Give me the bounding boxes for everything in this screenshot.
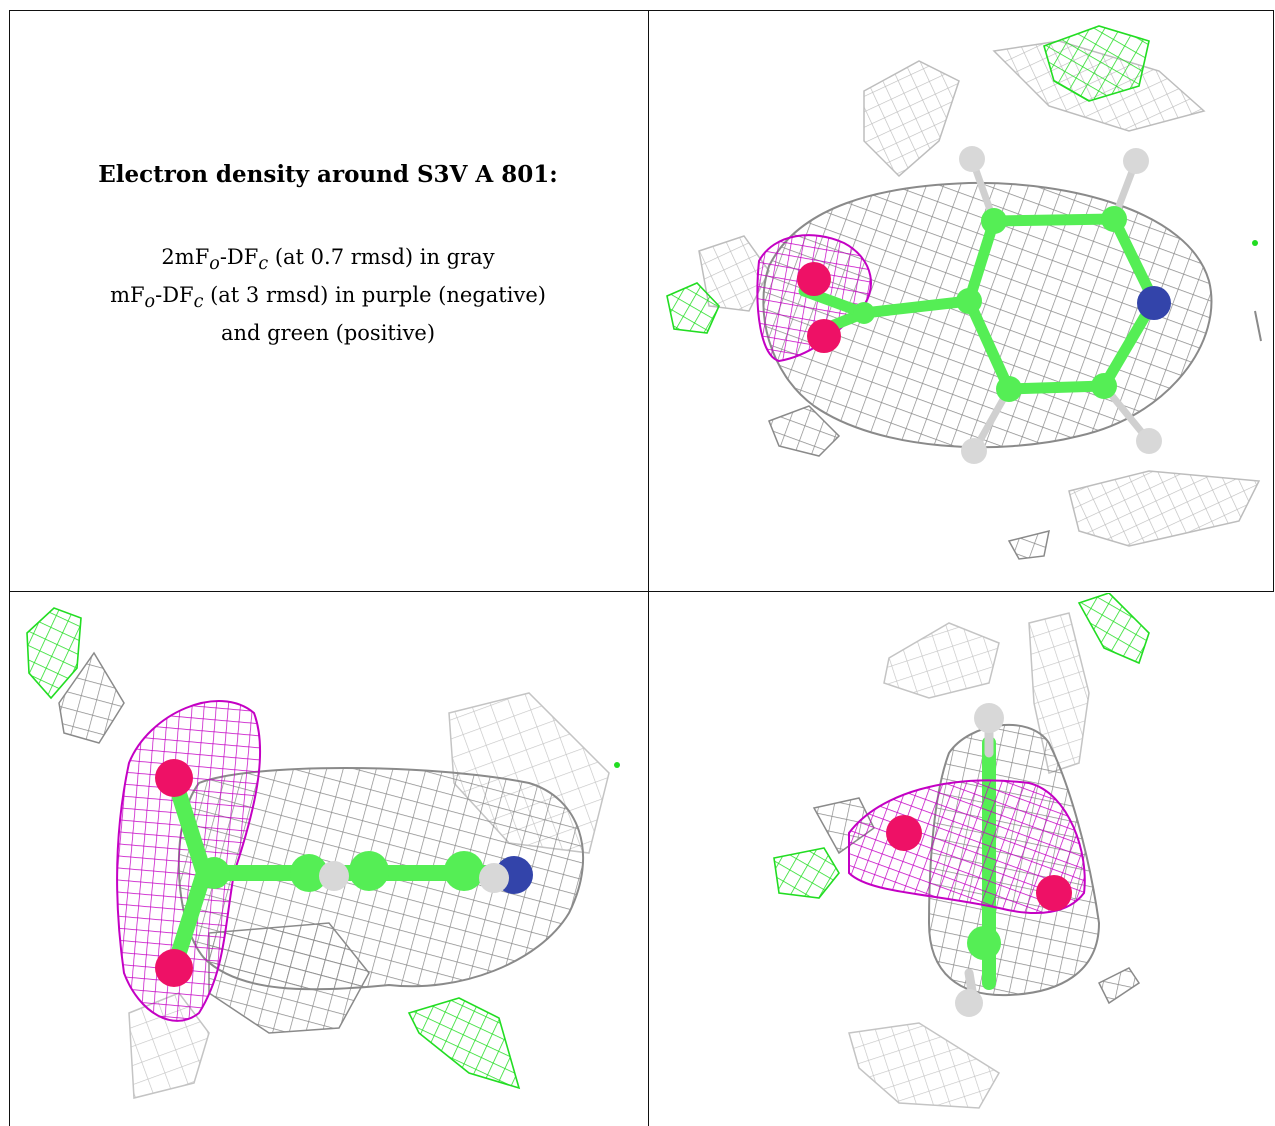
hydrogen-atom [1123,148,1149,174]
carbon-atom [981,208,1007,234]
density-blob [1097,967,1141,1005]
positive-density [1043,25,1150,102]
positive-density [773,847,840,899]
oxygen-atom [797,262,831,296]
carbon-atom [956,288,982,314]
caption-title: Electron density around S3V A 801: [98,161,558,188]
oxygen-atom [1036,875,1072,911]
caption-map-fofc-cont: and green (positive) [220,321,436,346]
map1-mid: -DF [219,245,259,269]
hydrogen-atom [959,146,985,172]
caption-map-2fofc: 2mFo-DFc (at 0.7 rmsd) in gray [9,242,647,280]
caption-map-fofc: mFo-DFc (at 3 rmsd) in purple (negative) [9,280,647,318]
carbon-atom [349,851,389,891]
hydrogen-atom [961,438,987,464]
caption-cell: Electron density around S3V A 801: 2mFo-… [9,11,647,591]
hydrogen-atom [955,989,983,1017]
hydrogen-atom [1136,428,1162,454]
positive-density [1077,593,1150,665]
density-view-end [649,593,1273,1126]
map2-sub2: c [193,292,204,313]
map2-sub1: o [144,292,156,313]
density-blob [883,622,1000,699]
oxygen-atom [155,949,193,987]
negative-density [116,700,262,1022]
density-blob [1028,612,1090,774]
positive-density-dot [614,762,620,768]
carbon-atom [444,851,484,891]
negative-density [848,779,1086,914]
density-blob [1007,529,1050,560]
hydrogen-atom [319,861,349,891]
nitrogen-atom [1137,286,1171,320]
density-render-end [773,593,1150,1109]
map2-prefix: mF [110,283,145,308]
oxygen-atom [155,759,193,797]
positive-density [666,282,720,334]
map2-suffix: (at 3 rmsd) in purple (negative) [203,283,546,308]
density-blob [848,1022,1001,1109]
density-render-side [26,607,620,1099]
density-fragment [1254,310,1262,342]
carbon-atom [198,857,230,889]
carbon-atom [967,926,1001,960]
carbon-atom [996,376,1022,402]
table-right-border [1273,10,1274,592]
positive-density-dot [1252,240,1258,246]
density-blob [863,60,960,178]
carbon-atom [853,302,875,324]
hydrogen-atom [974,703,1004,733]
figure-caption: Electron density around S3V A 801: 2mFo-… [9,161,647,349]
density-blob [58,651,125,744]
oxygen-atom [886,815,922,851]
map1-sub1: o [209,254,220,275]
map1-sub2: c [258,254,269,275]
positive-density [26,607,82,700]
carbon-atom [290,854,328,892]
density-render-front [666,25,1262,560]
density-view-side [9,593,647,1126]
table-left-border [9,10,10,1126]
density-blob [768,405,841,457]
map1-suffix: (at 0.7 rmsd) in gray [268,245,495,269]
positive-density [407,997,521,1090]
carbon-atom [1101,206,1127,232]
map1-prefix: 2mF [161,245,210,269]
density-blob [1068,470,1261,547]
map2-mid: -DF [155,283,194,308]
hydrogen-atom [479,863,509,893]
table-center-divider [648,10,649,1126]
table-middle-divider [9,591,1273,592]
ligand-bonds [798,213,1160,395]
carbon-atom [1091,373,1117,399]
table-top-border [9,10,1273,11]
density-view-front [649,11,1273,591]
oxygen-atom [807,319,841,353]
